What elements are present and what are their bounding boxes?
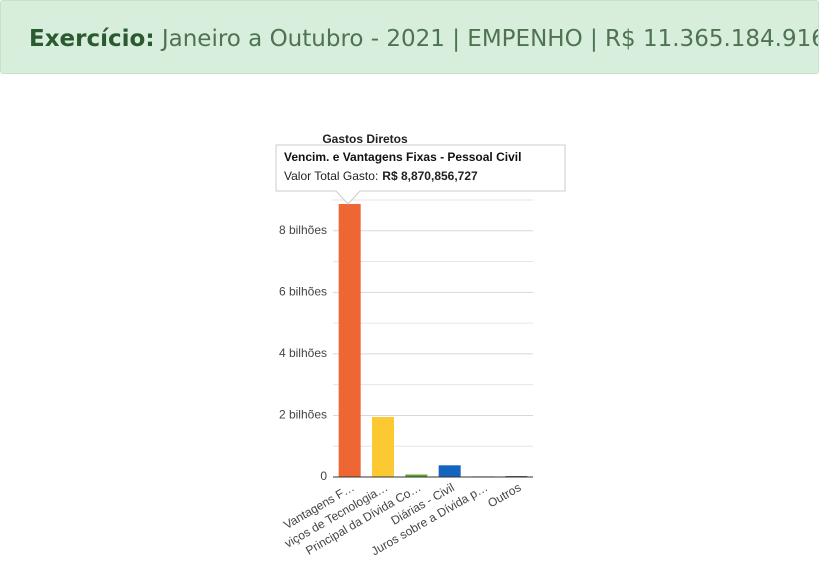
tooltip-title: Vencim. e Vantagens Fixas - Pessoal Civi… [284,150,521,164]
tooltip-line: Valor Total Gasto: R$ 8,870,856,727 [284,169,478,183]
tooltip-box [275,144,566,205]
y-tick-label: 6 bilhões [279,285,327,299]
bar [405,474,428,477]
y-tick-label: 2 bilhões [279,408,327,422]
bar [438,465,461,477]
header-label: Exercício: [29,26,155,52]
y-tick-label: 8 bilhões [279,223,327,237]
y-tick-label: 0 [320,469,327,483]
header-text: Janeiro a Outubro - 2021 | EMPENHO | R$ … [161,26,819,52]
x-tick-label: Outros [485,480,523,510]
tooltip-value: R$ 8,870,856,727 [382,169,478,183]
chart-title: Gastos Diretos [322,132,408,146]
tooltip: Vencim. e Vantagens Fixas - Pessoal Civi… [275,144,566,205]
tooltip-label: Valor Total Gasto: [284,169,378,183]
bar [338,203,361,478]
bar [372,416,394,477]
y-tick-label: 4 bilhões [279,346,327,360]
header: Exercício: Janeiro a Outubro - 2021 | EM… [0,0,819,74]
